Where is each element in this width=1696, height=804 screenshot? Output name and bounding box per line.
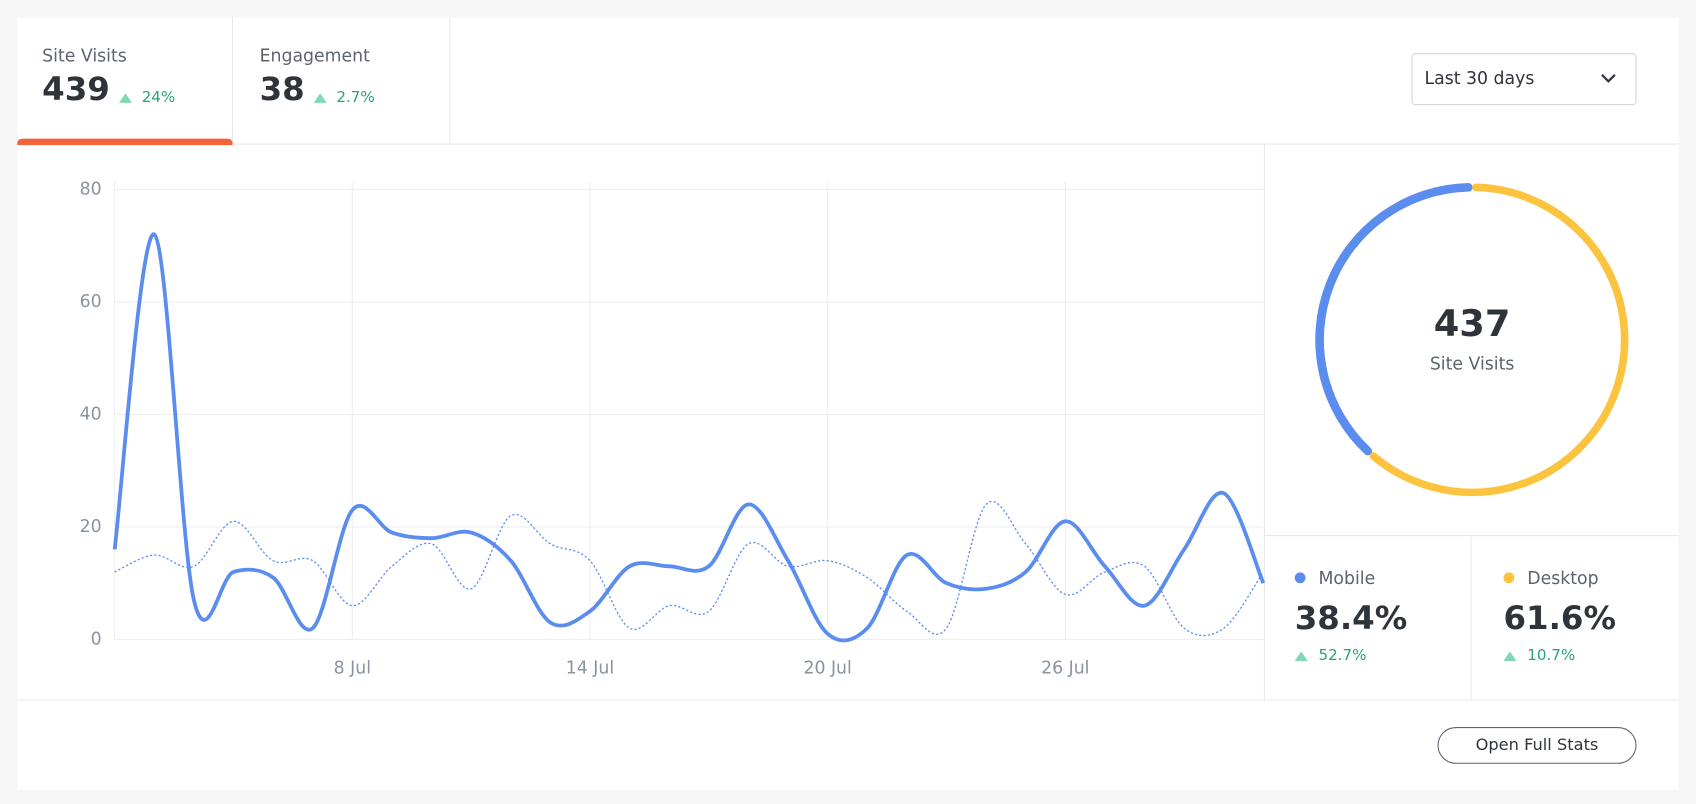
legend-value: 61.6% bbox=[1503, 599, 1616, 637]
legend-change: 10.7% bbox=[1527, 646, 1575, 664]
line-series bbox=[112, 232, 1266, 643]
dropdown-value: Last 30 days bbox=[1425, 69, 1535, 89]
y-tick-label: 40 bbox=[80, 404, 102, 424]
tab-value: 38 bbox=[260, 70, 305, 108]
y-tick-label: 20 bbox=[80, 517, 102, 537]
legend-value: 38.4% bbox=[1295, 599, 1408, 637]
tab-change: 24% bbox=[142, 88, 176, 106]
x-tick-label: 8 Jul bbox=[334, 659, 371, 679]
legend-dot bbox=[1294, 572, 1306, 584]
button[interactable]: Open Full Stats bbox=[1437, 727, 1637, 764]
range-dropdown[interactable]: Last 30 days bbox=[1411, 53, 1637, 106]
x-tick-label: 26 Jul bbox=[1041, 659, 1089, 679]
donut-slice bbox=[1369, 183, 1629, 497]
y-tick-label: 80 bbox=[80, 179, 102, 199]
up-arrow bbox=[313, 93, 327, 103]
up-arrow bbox=[1294, 651, 1308, 662]
legend-change: 52.7% bbox=[1319, 646, 1367, 664]
legend-dot bbox=[1503, 572, 1515, 584]
donut-label: Site Visits bbox=[1430, 355, 1515, 375]
line-series bbox=[114, 500, 1264, 637]
x-tick-label: 20 Jul bbox=[803, 659, 851, 679]
card bbox=[17, 17, 1679, 790]
tab[interactable]: Engagement 38 2.7% bbox=[260, 46, 375, 108]
chevron bbox=[1601, 74, 1616, 83]
y-tick-label: 60 bbox=[80, 292, 102, 312]
tab-label: Engagement bbox=[260, 46, 371, 66]
tab-value: 439 bbox=[42, 70, 110, 108]
tab-change: 2.7% bbox=[336, 88, 374, 106]
donut-slice bbox=[1315, 183, 1473, 456]
button-label: Open Full Stats bbox=[1476, 735, 1599, 754]
up-arrow bbox=[118, 93, 132, 103]
tab[interactable]: Site Visits 439 24% bbox=[17, 46, 233, 146]
donut-total: 437 bbox=[1434, 302, 1511, 345]
up-arrow bbox=[1503, 651, 1517, 662]
legend-label: Desktop bbox=[1527, 569, 1598, 589]
y-tick-label: 0 bbox=[91, 629, 102, 649]
legend-label: Mobile bbox=[1319, 569, 1376, 589]
x-tick-label: 14 Jul bbox=[566, 659, 614, 679]
active-indicator bbox=[17, 138, 233, 146]
tab-label: Site Visits bbox=[42, 46, 127, 66]
